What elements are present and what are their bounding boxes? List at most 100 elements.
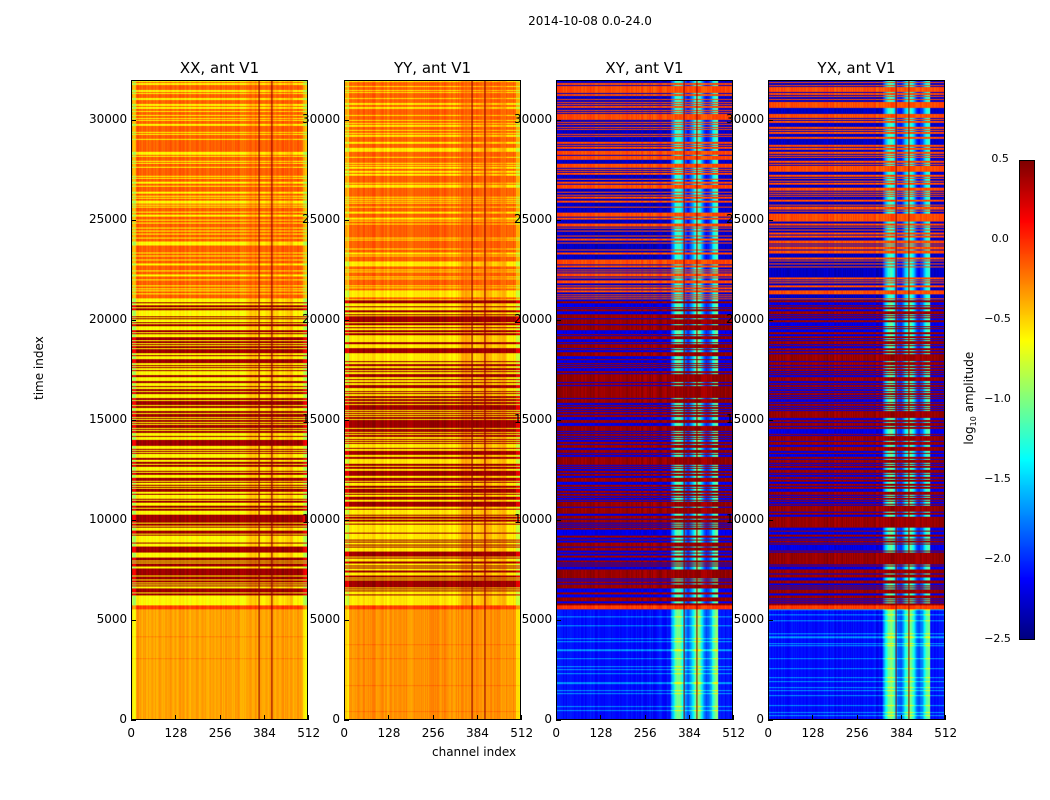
y-tick-label: 15000 [89,412,128,426]
colorbar-tick-label: 0.0 [991,232,1009,245]
heatmap-yx [768,80,945,720]
colorbar-tick-label: −1.0 [984,392,1011,405]
x-tick-label: 0 [764,726,773,740]
y-tick-mark [768,220,773,221]
x-tick-label: 128 [801,726,825,740]
y-tick-label: 25000 [302,212,341,226]
y-tick-label: 30000 [89,112,128,126]
y-tick-mark [131,420,136,421]
y-tick-label: 10000 [302,512,341,526]
y-tick-label: 25000 [89,212,128,226]
y-tick-mark [556,520,561,521]
panel-title-yy: YY, ant V1 [393,59,471,77]
y-tick-label: 15000 [514,412,553,426]
y-tick-label: 0 [119,712,128,726]
y-tick-mark [344,420,349,421]
heatmap-xy [556,80,733,720]
x-tick-label: 0 [340,726,349,740]
y-tick-mark [344,320,349,321]
y-tick-mark [556,720,561,721]
x-tick-mark [812,715,814,720]
colorbar-tick-label: 0.5 [991,152,1009,165]
x-tick-mark [856,715,858,720]
y-tick-label: 10000 [726,512,765,526]
x-tick-mark [344,715,345,720]
x-tick-mark [308,715,309,720]
y-tick-label: 15000 [726,412,765,426]
x-tick-label: 512 [510,726,534,740]
x-tick-mark [263,715,265,720]
y-tick-label: 20000 [89,312,128,326]
x-tick-mark [388,715,390,720]
heatmap-cells-yy [345,81,520,719]
y-tick-label: 0 [756,712,765,726]
y-tick-label: 10000 [89,512,128,526]
x-tick-label: 256 [845,726,869,740]
x-tick-label: 256 [208,726,232,740]
y-tick-label: 25000 [514,212,553,226]
y-tick-label: 5000 [96,612,128,626]
x-tick-label: 384 [889,726,913,740]
colorbar-tick-label: −0.5 [984,312,1011,325]
x-tick-label: 512 [297,726,321,740]
y-tick-mark [556,320,561,321]
y-tick-label: 0 [332,712,341,726]
colorbar-label-sub: 10 [969,416,979,427]
y-tick-mark [131,520,136,521]
y-tick-label: 20000 [726,312,765,326]
x-tick-label: 256 [633,726,657,740]
x-tick-label: 128 [377,726,401,740]
y-tick-mark [344,620,349,621]
x-tick-mark [768,715,769,720]
x-tick-mark [521,715,522,720]
x-tick-mark [175,715,177,720]
x-tick-label: 512 [722,726,746,740]
heatmap-cells-xy [557,81,732,719]
x-tick-mark [600,715,602,720]
heatmap-cells-xx [132,81,307,719]
x-tick-mark [432,715,434,720]
colorbar [1019,160,1035,640]
y-tick-mark [556,420,561,421]
y-tick-mark [768,620,773,621]
y-tick-label: 20000 [302,312,341,326]
colorbar-label: log10 amplitude [962,348,978,448]
y-tick-mark [556,120,561,121]
figure-title: 2014-10-08 0.0-24.0 [528,14,652,28]
y-tick-mark [768,720,773,721]
y-tick-label: 20000 [514,312,553,326]
heatmap-yy [344,80,521,720]
panel-title-yx: YX, ant V1 [817,59,896,77]
heatmap-cells-yx [769,81,944,719]
colorbar-tick-label: −2.5 [984,632,1011,645]
x-tick-mark [644,715,646,720]
heatmap-xx [131,80,308,720]
y-tick-label: 15000 [302,412,341,426]
x-tick-mark [688,715,690,720]
y-tick-label: 10000 [514,512,553,526]
x-tick-mark [945,715,946,720]
y-tick-label: 30000 [302,112,341,126]
x-tick-mark [219,715,221,720]
y-tick-mark [768,120,773,121]
x-tick-label: 512 [934,726,958,740]
y-tick-label: 0 [544,712,553,726]
x-tick-label: 0 [552,726,561,740]
y-tick-label: 5000 [309,612,341,626]
y-tick-mark [768,520,773,521]
y-tick-mark [344,120,349,121]
y-tick-mark [131,620,136,621]
y-tick-label: 5000 [521,612,553,626]
y-tick-label: 25000 [726,212,765,226]
x-tick-mark [733,715,734,720]
y-tick-mark [556,220,561,221]
y-tick-label: 30000 [726,112,765,126]
x-tick-label: 256 [421,726,445,740]
y-tick-mark [131,320,136,321]
colorbar-gradient [1020,161,1034,639]
colorbar-tick-label: −1.5 [984,472,1011,485]
y-tick-mark [131,120,136,121]
y-tick-mark [344,520,349,521]
y-tick-label: 30000 [514,112,553,126]
